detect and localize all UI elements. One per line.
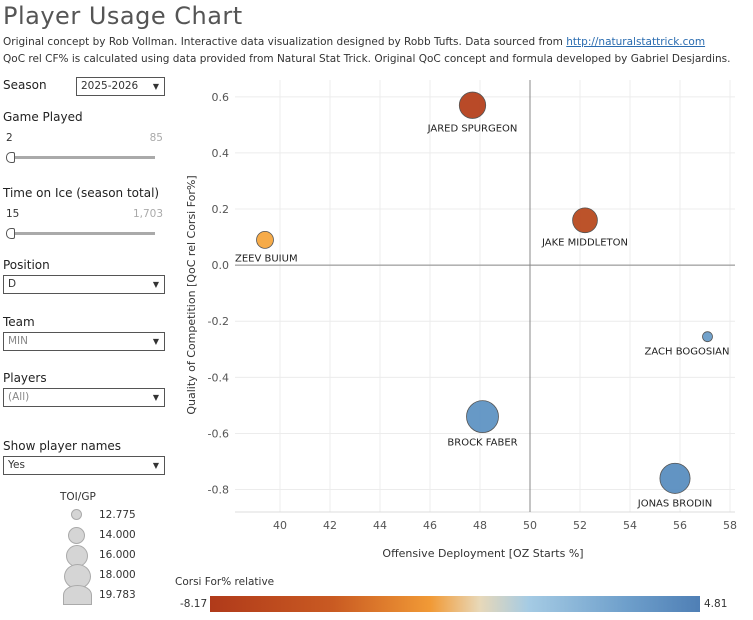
player-point[interactable] [466,400,499,434]
x-tick-label: 54 [623,519,637,532]
player-label: BROCK FABER [447,438,517,449]
points: JARED SPURGEON JAKE MIDDLETON ZEEV BUIUM ZA… [235,91,730,509]
y-tick-label: -0.2 [208,315,229,328]
x-tick-label: 50 [523,519,537,532]
y-tick-label: 0.4 [212,147,230,160]
x-tick-label: 48 [473,519,487,532]
player-label: JARED SPURGEON [427,123,518,134]
size-legend-circle [68,527,85,544]
x-tick-label: 58 [723,519,737,532]
size-legend-circle [71,509,82,520]
player-point[interactable] [458,91,487,119]
player-label: JAKE MIDDLETON [541,238,628,249]
source-link[interactable]: http://naturalstattrick.com [566,36,706,48]
size-legend-circle [63,585,92,605]
chevron-down-icon: ▼ [152,337,159,346]
season-label: Season [3,78,47,92]
toi-slider[interactable] [9,232,155,235]
games-played-max: 85 [149,132,163,144]
toi-min: 15 [6,208,20,220]
size-legend-label: 14.000 [99,529,136,541]
chevron-down-icon: ▼ [152,393,159,402]
x-tick-label: 56 [673,519,687,532]
credits-line: Original concept by Rob Vollman. Interac… [3,36,705,48]
player-point[interactable] [256,231,274,249]
show-names-label: Show player names [3,439,122,453]
team-value: MIN [8,335,29,347]
size-legend-label: 19.783 [99,589,136,601]
chevron-down-icon: ▼ [152,82,159,91]
x-tick-label: 46 [423,519,437,532]
toi-label: Time on Ice (season total) [3,186,160,200]
y-tick-label: -0.8 [208,484,229,497]
x-tick-label: 44 [373,519,387,532]
size-legend-label: 18.000 [99,569,136,581]
size-legend-label: 16.000 [99,549,136,561]
y-tick-label: -0.6 [208,427,229,440]
games-played-min: 2 [6,132,13,144]
players-select[interactable]: (All) ▼ [3,388,165,407]
chevron-down-icon: ▼ [152,461,159,470]
player-label: ZACH BOGOSIAN [645,347,730,358]
player-point[interactable] [659,462,691,494]
position-label: Position [3,258,50,272]
y-axis-label: Quality of Competition [QoC rel Corsi Fo… [185,175,198,414]
position-select[interactable]: D ▼ [3,275,165,294]
size-legend-circle [64,564,91,589]
color-legend-title: Corsi For% relative [175,576,275,588]
axes: 40 42 44 46 48 50 52 54 56 58 0.6 0.4 0.2 0.0 -0.2 -0.4… [208,80,737,532]
y-tick-label: 0.0 [212,259,230,272]
y-tick-label: -0.4 [208,371,229,384]
games-played-slider-handle[interactable] [6,152,15,163]
color-legend-min: -8.17 [180,598,208,610]
x-tick-label: 42 [323,519,337,532]
season-select[interactable]: 2025-2026 ▼ [76,77,165,96]
toi-slider-handle[interactable] [6,228,15,239]
size-legend-label: 12.775 [99,509,136,521]
player-label: JONAS BRODIN [637,498,712,509]
player-point[interactable] [702,331,713,343]
team-label: Team [3,315,35,329]
show-names-value: Yes [8,459,25,471]
color-legend-bar [210,596,700,612]
methodology-line: QoC rel CF% is calculated using data pro… [3,53,731,65]
x-axis-label: Offensive Deployment [OZ Starts %] [382,547,583,560]
color-legend-max: 4.81 [704,598,728,610]
team-select[interactable]: MIN ▼ [3,332,165,351]
y-tick-label: 0.2 [212,203,230,216]
player-label: ZEEV BUIUM [235,253,298,264]
credits-text: Original concept by Rob Vollman. Interac… [3,36,567,48]
x-tick-label: 52 [573,519,587,532]
size-legend-title: TOI/GP [60,491,96,503]
season-value: 2025-2026 [81,80,139,92]
y-tick-label: 0.6 [212,91,230,104]
show-names-select[interactable]: Yes ▼ [3,456,165,475]
players-label: Players [3,371,47,385]
player-point[interactable] [572,207,598,234]
players-value: (All) [8,391,30,403]
chevron-down-icon: ▼ [152,280,159,289]
x-tick-label: 40 [273,519,287,532]
position-value: D [8,278,17,290]
games-played-slider[interactable] [9,156,155,159]
page-title: Player Usage Chart [3,2,243,30]
games-played-label: Game Played [3,110,83,124]
toi-max: 1,703 [132,208,163,220]
